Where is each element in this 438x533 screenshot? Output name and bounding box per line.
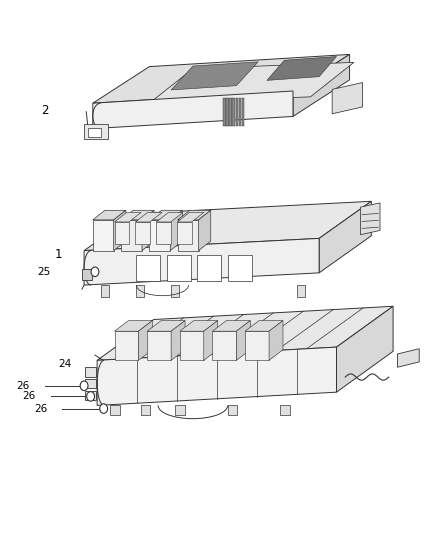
Polygon shape <box>121 220 142 251</box>
Polygon shape <box>228 406 237 415</box>
Polygon shape <box>147 331 171 360</box>
Polygon shape <box>180 320 218 331</box>
Polygon shape <box>239 98 241 126</box>
Polygon shape <box>97 347 336 406</box>
Polygon shape <box>237 320 251 360</box>
Polygon shape <box>85 379 96 389</box>
Polygon shape <box>233 98 235 126</box>
Polygon shape <box>115 213 141 222</box>
Polygon shape <box>88 127 102 137</box>
Polygon shape <box>167 255 191 281</box>
Polygon shape <box>135 222 150 244</box>
Polygon shape <box>293 54 350 116</box>
Polygon shape <box>360 203 380 235</box>
Polygon shape <box>171 285 179 297</box>
Polygon shape <box>171 320 185 360</box>
Polygon shape <box>280 406 290 415</box>
Polygon shape <box>147 320 185 331</box>
Polygon shape <box>102 285 110 297</box>
Polygon shape <box>297 285 305 297</box>
Polygon shape <box>267 56 336 80</box>
Polygon shape <box>156 213 183 222</box>
Polygon shape <box>115 222 129 244</box>
Text: 2: 2 <box>41 103 49 117</box>
Polygon shape <box>332 83 363 114</box>
Polygon shape <box>85 367 96 377</box>
Polygon shape <box>230 98 232 126</box>
Text: 24: 24 <box>58 359 71 368</box>
Polygon shape <box>236 98 238 126</box>
Polygon shape <box>204 320 218 360</box>
Text: 26: 26 <box>22 391 35 401</box>
Polygon shape <box>84 238 319 285</box>
Text: 26: 26 <box>34 403 47 414</box>
Polygon shape <box>136 285 144 297</box>
Polygon shape <box>114 211 126 251</box>
Text: 25: 25 <box>37 267 51 277</box>
Polygon shape <box>115 331 138 360</box>
Polygon shape <box>397 349 419 367</box>
Polygon shape <box>115 320 152 331</box>
Polygon shape <box>223 98 226 126</box>
Polygon shape <box>84 124 108 139</box>
Polygon shape <box>245 320 283 331</box>
Text: 26: 26 <box>17 381 30 391</box>
Polygon shape <box>97 306 393 360</box>
Polygon shape <box>171 62 258 90</box>
Polygon shape <box>121 211 154 220</box>
Polygon shape <box>170 211 183 251</box>
Circle shape <box>80 381 88 391</box>
Polygon shape <box>245 331 269 360</box>
Polygon shape <box>226 98 229 126</box>
Polygon shape <box>85 391 96 400</box>
Polygon shape <box>138 320 152 360</box>
Polygon shape <box>228 255 252 281</box>
Polygon shape <box>110 406 120 415</box>
Polygon shape <box>198 211 211 251</box>
Polygon shape <box>180 331 204 360</box>
Polygon shape <box>84 201 371 251</box>
Polygon shape <box>149 220 170 251</box>
Polygon shape <box>269 320 283 360</box>
Polygon shape <box>142 211 154 251</box>
Polygon shape <box>212 331 237 360</box>
Polygon shape <box>336 306 393 392</box>
Polygon shape <box>177 222 191 244</box>
Polygon shape <box>93 220 114 251</box>
Polygon shape <box>149 211 183 220</box>
Polygon shape <box>149 62 354 103</box>
Polygon shape <box>177 213 204 222</box>
Text: 1: 1 <box>54 248 62 261</box>
Polygon shape <box>319 201 371 273</box>
Polygon shape <box>82 269 92 280</box>
Polygon shape <box>178 220 198 251</box>
Polygon shape <box>242 98 244 126</box>
Polygon shape <box>176 406 185 415</box>
Polygon shape <box>178 211 211 220</box>
Polygon shape <box>136 255 160 281</box>
Circle shape <box>91 267 99 277</box>
Polygon shape <box>135 213 162 222</box>
Polygon shape <box>93 91 293 128</box>
Polygon shape <box>93 54 350 103</box>
Polygon shape <box>212 320 251 331</box>
Polygon shape <box>197 255 221 281</box>
Circle shape <box>87 392 95 401</box>
Polygon shape <box>93 211 126 220</box>
Polygon shape <box>156 222 171 244</box>
Polygon shape <box>141 406 150 415</box>
Circle shape <box>100 404 108 414</box>
